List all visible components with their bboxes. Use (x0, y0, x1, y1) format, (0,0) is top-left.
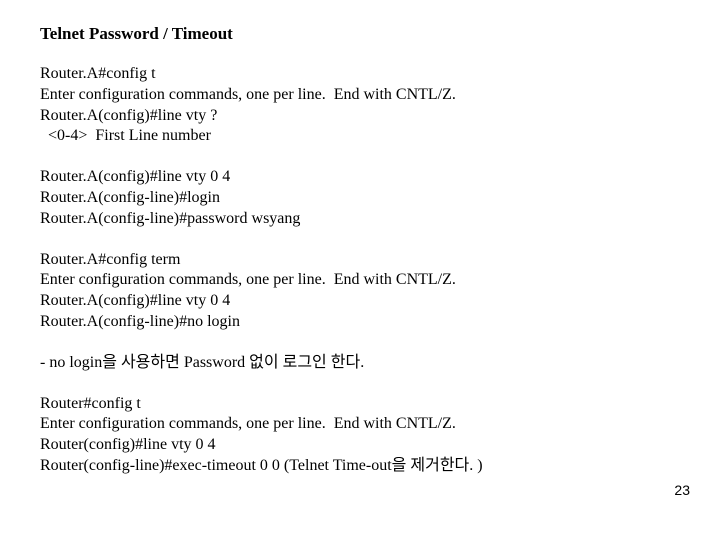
terminal-block-1: Router.A#config t Enter configuration co… (40, 64, 680, 147)
terminal-line: <0-4> First Line number (40, 126, 680, 147)
terminal-line: Router.A(config)#line vty ? (40, 106, 680, 127)
note-line: - no login을 사용하면 Password 없이 로그인 한다. (40, 353, 680, 374)
terminal-line: Enter configuration commands, one per li… (40, 85, 680, 106)
terminal-line: Router.A(config-line)#password wsyang (40, 209, 680, 230)
terminal-line: Router.A(config)#line vty 0 4 (40, 167, 680, 188)
terminal-line: Router.A(config-line)#no login (40, 312, 680, 333)
terminal-line: Router.A#config t (40, 64, 680, 85)
slide-content: Telnet Password / Timeout Router.A#confi… (0, 0, 720, 477)
page-number: 23 (674, 482, 690, 498)
terminal-line: Enter configuration commands, one per li… (40, 414, 680, 435)
terminal-line: Router(config)#line vty 0 4 (40, 435, 680, 456)
terminal-line: Router(config-line)#exec-timeout 0 0 (Te… (40, 456, 680, 477)
terminal-line: Router#config t (40, 394, 680, 415)
terminal-block-4: Router#config t Enter configuration comm… (40, 394, 680, 477)
terminal-block-2: Router.A(config)#line vty 0 4 Router.A(c… (40, 167, 680, 229)
terminal-line: Router.A(config)#line vty 0 4 (40, 291, 680, 312)
terminal-line: Enter configuration commands, one per li… (40, 270, 680, 291)
slide-title: Telnet Password / Timeout (40, 24, 680, 44)
terminal-line: Router.A#config term (40, 250, 680, 271)
terminal-line: Router.A(config-line)#login (40, 188, 680, 209)
terminal-block-3: Router.A#config term Enter configuration… (40, 250, 680, 333)
note-block: - no login을 사용하면 Password 없이 로그인 한다. (40, 353, 680, 374)
